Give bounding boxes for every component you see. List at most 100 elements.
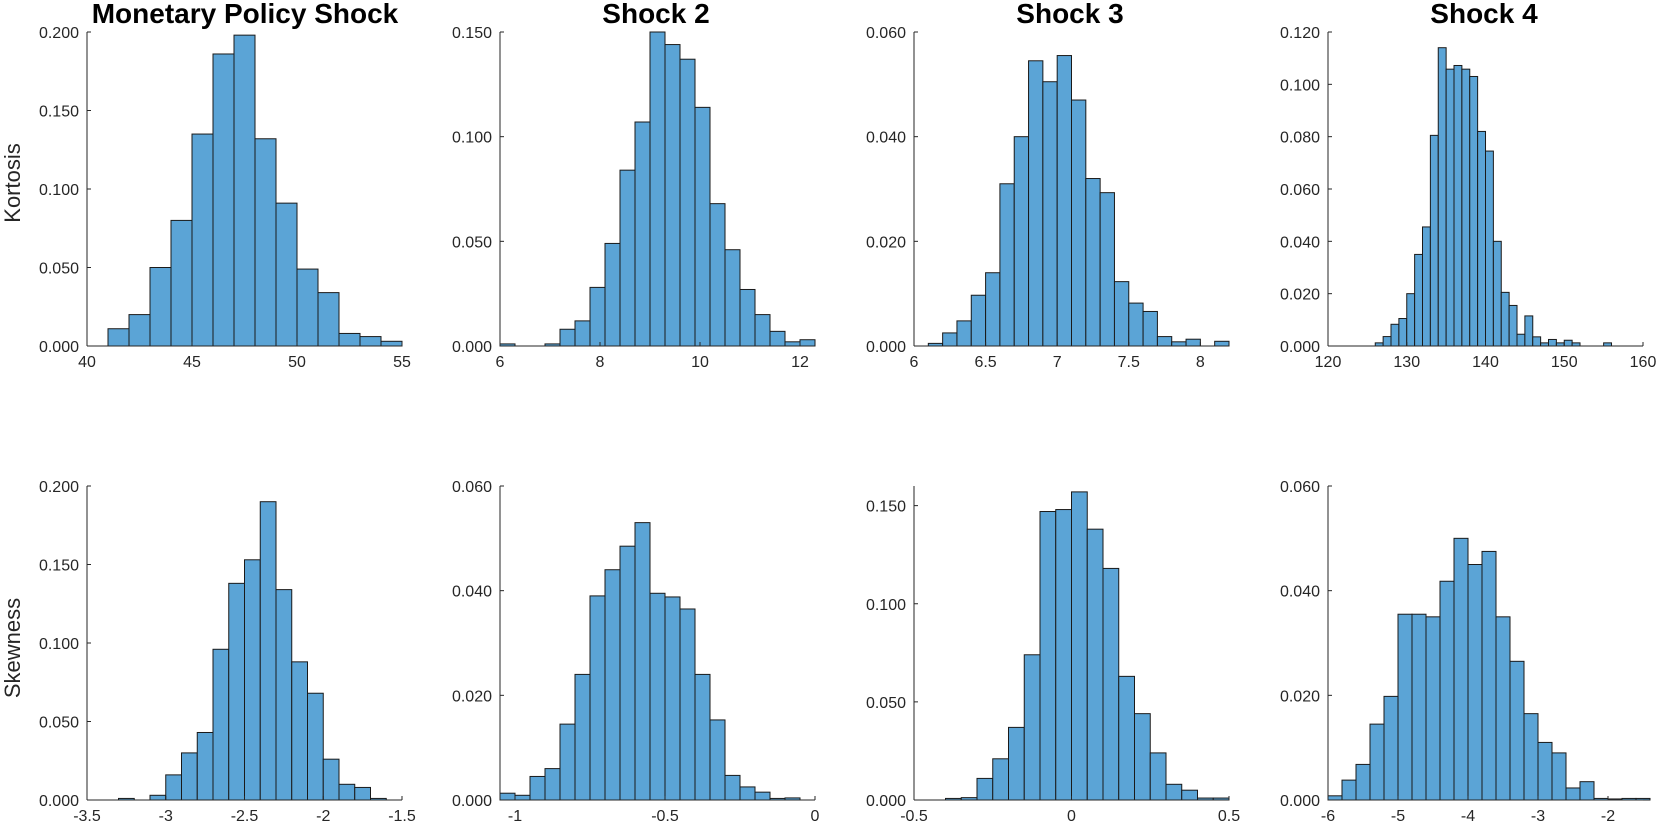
histogram-bar bbox=[1008, 726, 1025, 801]
histogram-bar bbox=[544, 768, 561, 801]
x-tick-label: -0.5 bbox=[900, 808, 928, 825]
histogram-bar bbox=[1142, 310, 1158, 347]
histogram-bar bbox=[724, 774, 741, 801]
row-label-kurtosis: Kortosis bbox=[0, 143, 25, 222]
histogram-bar bbox=[1563, 339, 1573, 347]
y-tick-label: 0.050 bbox=[39, 261, 79, 278]
histogram-bar bbox=[181, 752, 198, 801]
histogram-bar bbox=[1099, 192, 1115, 347]
x-tick-label: -3 bbox=[1531, 808, 1545, 825]
x-tick-label: 0 bbox=[1067, 808, 1076, 825]
histogram-bar bbox=[529, 775, 546, 801]
histogram-bar bbox=[128, 314, 151, 347]
y-tick-label: 0.100 bbox=[866, 597, 906, 614]
histogram-bar bbox=[1579, 781, 1595, 801]
x-tick-label: -2.5 bbox=[231, 808, 259, 825]
x-tick-label: 6 bbox=[496, 354, 505, 371]
column-title-2: Shock 2 bbox=[602, 0, 709, 29]
x-tick-label: 55 bbox=[393, 354, 411, 371]
histogram-bar bbox=[149, 794, 167, 801]
x-tick-label: 10 bbox=[691, 354, 709, 371]
y-tick-label: 0.060 bbox=[452, 479, 492, 496]
panel-skew-s4: 0.000 0.020 0.040 0.060 -6 -5 -4 -3 -2 bbox=[1280, 479, 1651, 825]
histogram-bar bbox=[1134, 713, 1151, 801]
histogram-bar bbox=[1492, 240, 1502, 347]
histogram-bar bbox=[291, 661, 308, 801]
histogram-bar bbox=[1508, 304, 1518, 347]
histogram-bar bbox=[317, 292, 340, 347]
y-tick-label: 0.060 bbox=[1280, 479, 1320, 496]
histogram-bar bbox=[1524, 315, 1534, 347]
histogram-bar bbox=[499, 792, 516, 801]
y-tick-label: 0.040 bbox=[866, 130, 906, 147]
x-tick-label: -1.5 bbox=[388, 808, 416, 825]
histogram-bar bbox=[754, 314, 771, 347]
histogram-bar bbox=[1086, 528, 1104, 801]
x-tick-label: -5 bbox=[1391, 808, 1405, 825]
histogram-bar bbox=[1398, 318, 1408, 347]
x-tick-label: -2 bbox=[316, 808, 330, 825]
histogram-bar bbox=[228, 582, 245, 801]
histogram-bar bbox=[1437, 47, 1447, 347]
y-tick-label: 0.000 bbox=[1280, 339, 1320, 356]
histogram-bar bbox=[165, 774, 182, 801]
histogram-bar bbox=[1355, 763, 1371, 801]
histogram-bar bbox=[1181, 789, 1198, 801]
histogram-bar bbox=[1382, 336, 1392, 347]
histogram-bar bbox=[634, 121, 651, 347]
histogram-bar bbox=[956, 320, 972, 347]
histogram-bar bbox=[589, 595, 606, 801]
histogram-bar bbox=[1537, 741, 1553, 801]
histogram-bar bbox=[1523, 713, 1539, 801]
histogram-bar bbox=[1414, 253, 1424, 347]
histogram-bar bbox=[1390, 323, 1400, 347]
histogram-bar bbox=[1429, 134, 1439, 347]
y-tick-label: 0.000 bbox=[39, 793, 79, 810]
histogram-bar bbox=[1509, 660, 1525, 801]
y-tick-label: 0.120 bbox=[1280, 25, 1320, 42]
histogram-bar bbox=[709, 719, 726, 801]
histogram-bar bbox=[307, 692, 324, 801]
panel-kurt-mp: 0.000 0.050 0.100 0.150 0.200 40 45 50 55 bbox=[39, 25, 411, 371]
column-title-3: Shock 3 bbox=[1016, 0, 1123, 29]
histogram-bar bbox=[1042, 81, 1058, 347]
x-tick-label: 140 bbox=[1472, 354, 1499, 371]
histogram-bar bbox=[769, 330, 786, 347]
x-tick-label: 8 bbox=[1196, 354, 1205, 371]
x-tick-label: 130 bbox=[1393, 354, 1420, 371]
histogram-bar bbox=[1411, 613, 1427, 801]
histogram-bar bbox=[634, 522, 651, 801]
histogram-bar bbox=[254, 138, 277, 347]
histogram-bar bbox=[1071, 99, 1087, 347]
histogram-bar bbox=[970, 294, 987, 347]
histogram-bar bbox=[694, 673, 711, 801]
histogram-bar bbox=[739, 288, 756, 347]
histogram-bar bbox=[664, 596, 681, 801]
histogram-bar bbox=[1548, 338, 1557, 347]
y-tick-label: 0.060 bbox=[866, 25, 906, 42]
histogram-bar bbox=[664, 44, 681, 347]
histogram-bar bbox=[724, 249, 741, 347]
panel-kurt-s3: 0.000 0.020 0.040 0.060 6 6.5 7 7.5 8 bbox=[866, 25, 1230, 371]
histogram-bar bbox=[338, 783, 356, 801]
histogram-bar bbox=[1369, 723, 1385, 801]
histogram-bar bbox=[679, 58, 696, 347]
histogram-bar bbox=[1481, 550, 1497, 801]
x-tick-label: -2 bbox=[1601, 808, 1615, 825]
x-tick-label: 0 bbox=[811, 808, 820, 825]
y-tick-label: 0.060 bbox=[1280, 182, 1320, 199]
histogram-bar bbox=[1102, 567, 1120, 801]
histogram-bar bbox=[1165, 783, 1183, 801]
y-tick-label: 0.050 bbox=[452, 234, 492, 251]
histogram-bar bbox=[1056, 55, 1073, 347]
histogram-bar bbox=[1383, 695, 1399, 801]
y-tick-label: 0.020 bbox=[866, 234, 906, 251]
x-tick-label: -6 bbox=[1321, 808, 1335, 825]
y-tick-label: 0.020 bbox=[1280, 287, 1320, 304]
panel-skew-s2: 0.000 0.020 0.040 0.060 -1 -0.5 0 bbox=[452, 479, 820, 825]
y-tick-label: 0.200 bbox=[39, 479, 79, 496]
histogram-bar bbox=[754, 791, 771, 801]
y-tick-label: 0.150 bbox=[39, 104, 79, 121]
x-tick-label: 6 bbox=[910, 354, 919, 371]
